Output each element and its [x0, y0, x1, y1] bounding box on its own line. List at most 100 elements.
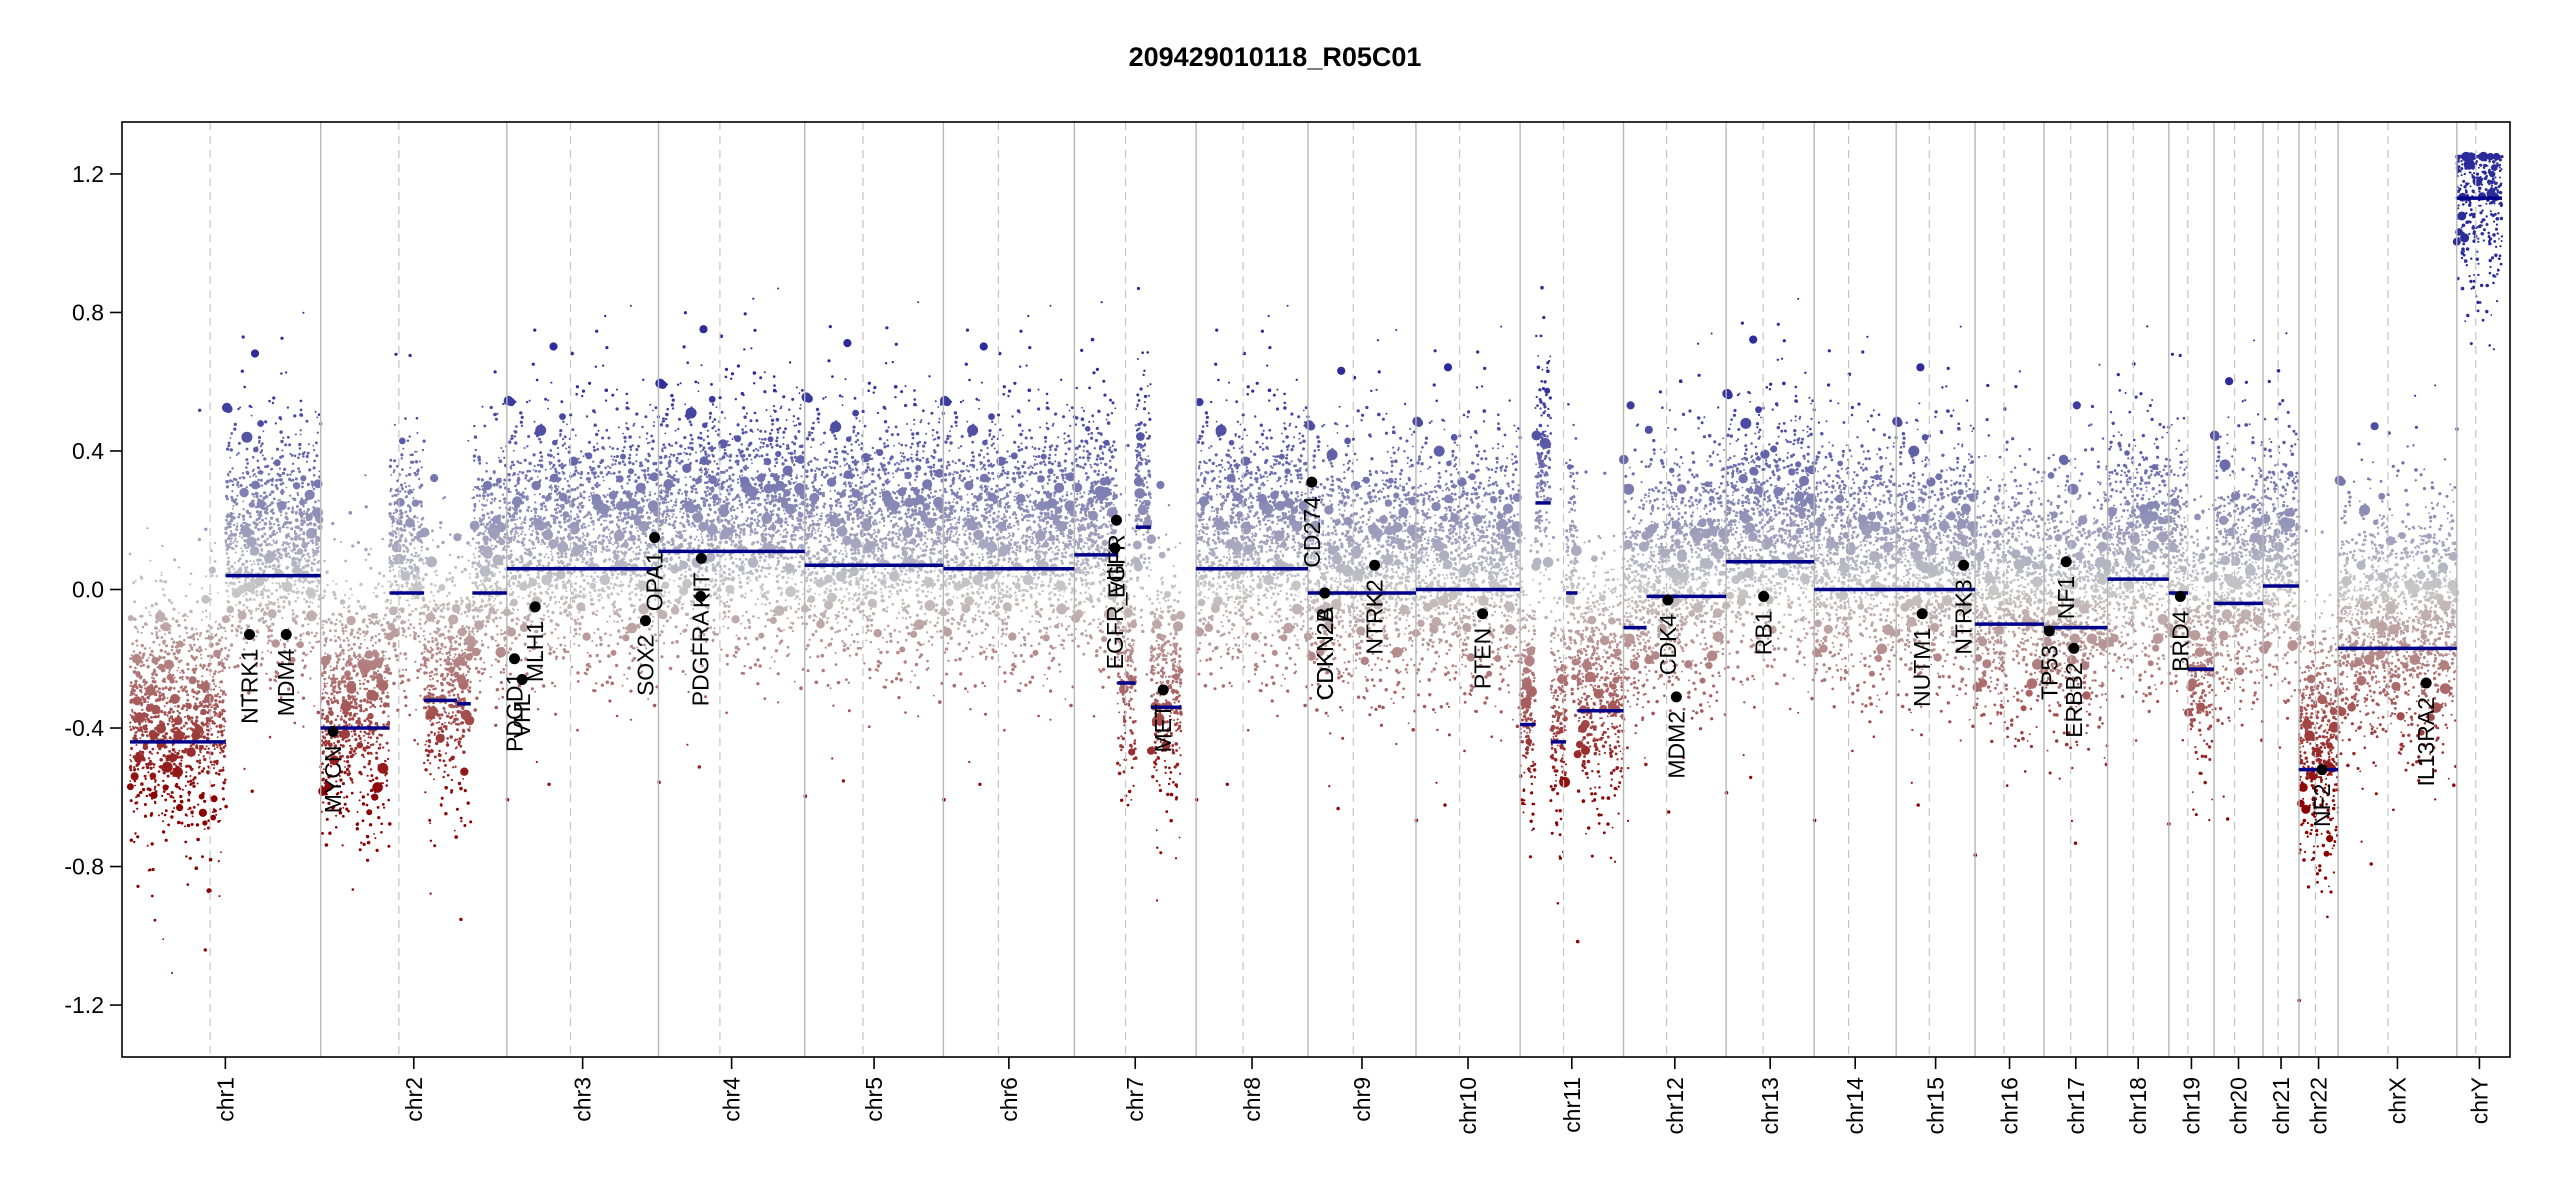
probe-point	[646, 480, 649, 484]
probe-point	[447, 712, 450, 715]
probe-point	[280, 372, 283, 375]
probe-point	[455, 728, 459, 732]
probe-point	[478, 606, 481, 609]
probe-point	[249, 475, 252, 478]
probe-point	[362, 734, 365, 737]
probe-point	[403, 652, 407, 656]
probe-point	[139, 737, 142, 740]
probe-point	[491, 588, 495, 592]
probe-point	[413, 563, 416, 567]
probe-point	[382, 702, 389, 708]
probe-point	[375, 694, 379, 698]
probe-point	[218, 700, 222, 704]
probe-point	[456, 555, 460, 559]
probe-point	[206, 704, 210, 709]
probe-point	[438, 628, 441, 631]
probe-point	[293, 497, 297, 502]
probe-point	[321, 712, 325, 716]
probe-point	[536, 575, 540, 580]
probe-point	[316, 710, 321, 715]
probe-point	[224, 531, 228, 535]
probe-point	[168, 710, 172, 714]
probe-point	[448, 577, 452, 581]
probe-point	[281, 488, 284, 492]
probe-point	[230, 495, 234, 499]
probe-point	[249, 612, 253, 615]
probe-point	[369, 768, 373, 771]
probe-point	[306, 523, 310, 527]
probe-point	[625, 392, 629, 396]
probe-point	[394, 654, 399, 658]
probe-point	[369, 639, 372, 642]
probe-point	[481, 623, 484, 626]
probe-point	[382, 574, 386, 578]
probe-point	[321, 596, 325, 600]
probe-point	[260, 617, 264, 621]
probe-point	[478, 494, 482, 498]
probe-point	[161, 587, 165, 591]
probe-point	[460, 613, 463, 616]
probe-point	[135, 662, 140, 666]
probe-point	[314, 410, 317, 413]
probe-point	[269, 687, 272, 690]
probe-point	[614, 463, 617, 466]
probe-point	[464, 660, 468, 664]
probe-point	[480, 550, 483, 554]
probe-point	[234, 551, 237, 554]
probe-point	[477, 545, 481, 549]
probe-point	[484, 576, 488, 580]
probe-point	[374, 634, 378, 638]
probe-point	[227, 567, 231, 571]
probe-point	[179, 755, 184, 759]
probe-point	[218, 743, 222, 747]
probe-point	[471, 565, 474, 568]
probe-point	[611, 576, 613, 579]
probe-point	[323, 717, 327, 721]
probe-point	[199, 751, 202, 754]
probe-point	[433, 755, 437, 759]
probe-point	[237, 407, 240, 411]
probe-point	[454, 765, 457, 768]
probe-point	[190, 646, 193, 649]
probe-point	[171, 721, 173, 724]
probe-point	[471, 537, 475, 540]
probe-point	[467, 689, 472, 694]
probe-point	[228, 470, 232, 474]
probe-point	[420, 503, 423, 506]
probe-point	[401, 681, 404, 684]
probe-point	[335, 677, 339, 680]
probe-point	[500, 632, 503, 636]
probe-point	[334, 680, 337, 684]
probe-point	[475, 541, 478, 544]
probe-point	[271, 531, 275, 535]
probe-point	[422, 656, 426, 660]
probe-point	[224, 581, 228, 585]
probe-point	[442, 678, 445, 681]
probe-point	[341, 696, 346, 700]
probe-point	[497, 456, 500, 459]
probe-point	[136, 671, 140, 675]
probe-point	[133, 692, 136, 695]
probe-point	[174, 705, 176, 708]
probe-point	[190, 823, 194, 826]
probe-point	[199, 653, 202, 656]
probe-point	[325, 720, 328, 723]
probe-point	[498, 655, 502, 658]
probe-point	[325, 570, 329, 574]
probe-point	[441, 540, 445, 545]
probe-point	[442, 759, 446, 763]
probe-point	[279, 430, 283, 434]
probe-point	[172, 766, 183, 778]
probe-point	[410, 524, 413, 526]
probe-point	[483, 661, 486, 664]
probe-point	[189, 707, 192, 710]
probe-point	[472, 642, 476, 646]
probe-point	[453, 673, 456, 676]
probe-point	[448, 533, 452, 536]
probe-point	[185, 690, 188, 693]
probe-point	[304, 498, 309, 502]
probe-point	[263, 521, 268, 526]
probe-point	[135, 694, 138, 697]
probe-point	[313, 449, 316, 452]
probe-point	[348, 770, 351, 773]
